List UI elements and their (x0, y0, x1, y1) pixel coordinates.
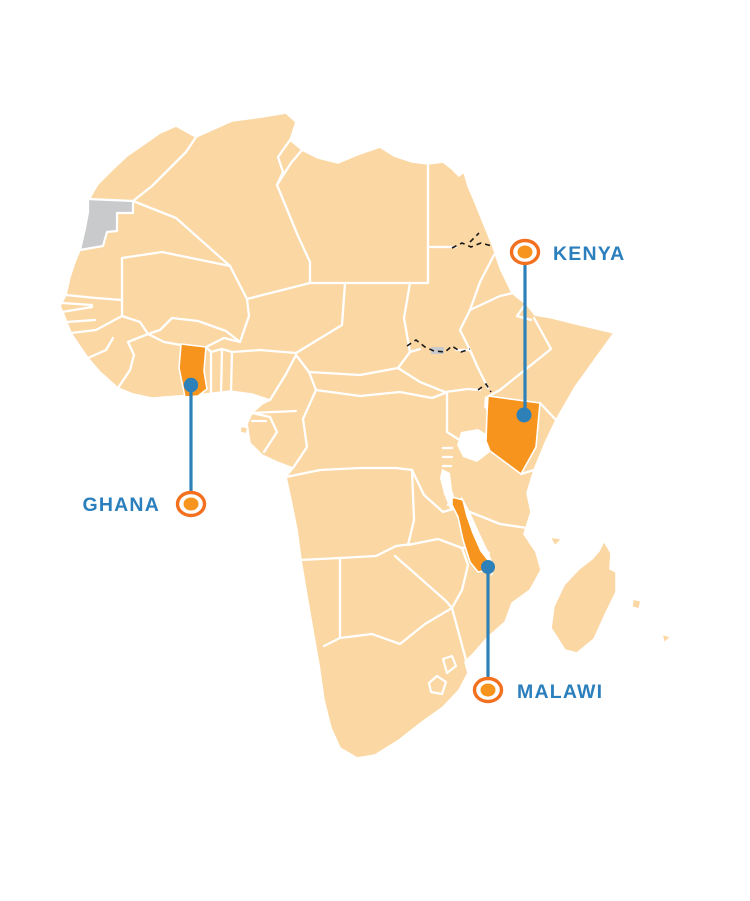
halaib-dashed-border (451, 242, 493, 249)
enclave-countries (427, 654, 458, 696)
disputed-borders (406, 232, 493, 393)
mauritius-island (631, 598, 642, 610)
malawi-marker (472, 676, 504, 704)
kenya-label: KENYA (553, 243, 625, 265)
kenya-marker-dot-icon (517, 245, 533, 259)
callout-lines (183, 264, 532, 678)
ghana-label: GHANA (83, 494, 161, 516)
africa-continent-shape (59, 112, 615, 759)
ghana-marker (175, 490, 207, 518)
country-labels: GHANA KENYA MALAWI (83, 243, 625, 703)
halaib-dashed-tick (469, 232, 480, 243)
lake-victoria (457, 429, 491, 462)
madagascar-island (550, 540, 617, 654)
abyei-dashed-border (406, 339, 471, 353)
ghana-callout-endpoint (183, 377, 199, 393)
malawi-marker-dot-icon (480, 683, 496, 697)
kenya-marker (509, 238, 541, 266)
comoros-island (549, 536, 563, 547)
ghana-marker-dot-icon (183, 497, 199, 511)
malawi-label: MALAWI (517, 681, 603, 703)
lesotho-outline (427, 674, 448, 696)
country-borders (60, 135, 559, 662)
western-sahara-region (78, 197, 135, 252)
reunion-island (661, 633, 672, 644)
continent-landmass (59, 112, 672, 759)
bioko-island (239, 425, 249, 435)
kenya-callout-endpoint (516, 407, 532, 423)
malawi-callout-endpoint (481, 560, 495, 574)
eswatini-outline (441, 654, 458, 675)
abyei-gray-patch (431, 347, 444, 354)
ilemi-dashed-border (477, 382, 492, 393)
